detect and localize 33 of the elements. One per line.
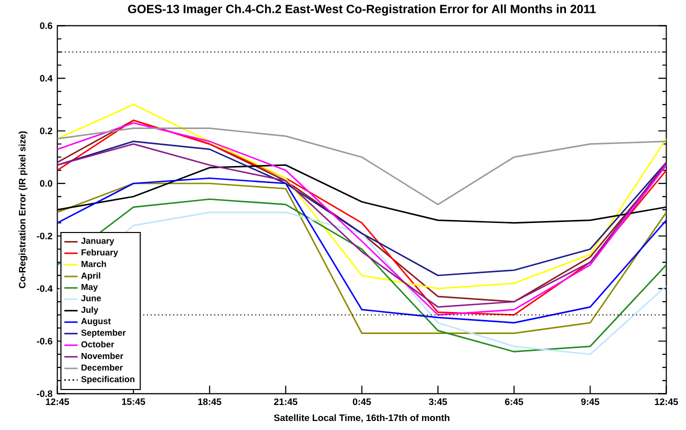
- y-tick-label: -0.2: [36, 232, 52, 240]
- y-axis-title: Co-Registration Error (IR pixel size): [18, 132, 28, 288]
- y-tick-label: -0.6: [36, 338, 52, 345]
- legend-label: September: [81, 330, 126, 338]
- x-tick-label: 0:45: [352, 398, 371, 406]
- x-tick-label: 9:45: [581, 398, 600, 406]
- legend-label: June: [81, 295, 101, 302]
- y-tick-label: -0.8: [36, 390, 52, 398]
- x-axis-title: Satellite Local Time, 16th-17th of month: [274, 414, 450, 423]
- legend-label: January: [81, 238, 114, 246]
- y-tick-label: -0.4: [36, 285, 53, 292]
- x-tick-label: 12:45: [654, 398, 678, 406]
- x-tick-label: 6:45: [505, 398, 524, 406]
- x-tick-label: 21:45: [274, 398, 298, 406]
- x-tick-label: 12:45: [46, 398, 70, 406]
- y-tick-label: 0.4: [40, 75, 53, 82]
- y-tick-label: 0.2: [40, 128, 52, 134]
- legend-label: August: [81, 318, 111, 326]
- legend-label: November: [82, 352, 124, 360]
- y-tick-label: 0.6: [40, 22, 52, 30]
- x-tick-label: 3:45: [428, 398, 448, 406]
- legend-label: April: [81, 272, 100, 281]
- legend-label: February: [82, 249, 118, 258]
- legend-label: March: [82, 260, 106, 268]
- y-tick-label: 0.0: [40, 180, 52, 187]
- legend-label: May: [82, 284, 98, 292]
- x-tick-label: 18:45: [198, 398, 222, 406]
- legend-label: December: [82, 364, 123, 371]
- x-tick-label: 15:45: [122, 398, 146, 406]
- legend-label: July: [81, 306, 98, 315]
- chart-title: GOES-13 Imager Ch.4-Ch.2 East-West Co-Registration Error for All Months in 2011: [128, 4, 596, 16]
- legend-label: October: [81, 341, 114, 348]
- legend-label: Specification: [81, 376, 134, 384]
